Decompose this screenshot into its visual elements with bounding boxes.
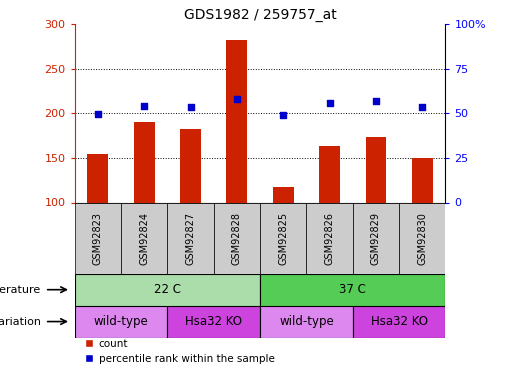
Text: genotype/variation: genotype/variation <box>0 316 41 327</box>
Bar <box>134 122 154 202</box>
Bar <box>399 202 445 274</box>
Text: GSM92826: GSM92826 <box>324 211 335 265</box>
Bar <box>353 306 445 338</box>
Bar <box>319 146 340 202</box>
Bar <box>412 158 433 203</box>
Bar <box>227 40 247 203</box>
Text: GSM92829: GSM92829 <box>371 211 381 265</box>
Bar <box>75 202 121 274</box>
Text: 22 C: 22 C <box>154 283 181 296</box>
Legend: count, percentile rank within the sample: count, percentile rank within the sample <box>80 334 279 368</box>
Text: 37 C: 37 C <box>339 283 366 296</box>
Bar <box>366 136 386 202</box>
Text: Hsa32 KO: Hsa32 KO <box>371 315 427 328</box>
Point <box>186 104 195 110</box>
Bar <box>306 202 353 274</box>
Text: GSM92825: GSM92825 <box>278 211 288 265</box>
Point <box>279 112 287 118</box>
Title: GDS1982 / 259757_at: GDS1982 / 259757_at <box>184 8 336 22</box>
Bar <box>260 274 445 306</box>
Text: wild-type: wild-type <box>94 315 148 328</box>
Text: GSM92830: GSM92830 <box>417 211 427 265</box>
Bar <box>75 306 167 338</box>
Bar <box>167 202 214 274</box>
Point <box>94 111 102 117</box>
Bar <box>214 202 260 274</box>
Point <box>325 100 334 106</box>
Text: temperature: temperature <box>0 285 41 295</box>
Text: GSM92823: GSM92823 <box>93 211 103 265</box>
Bar <box>88 153 108 203</box>
Text: Hsa32 KO: Hsa32 KO <box>185 315 242 328</box>
Point <box>233 96 241 102</box>
Bar <box>167 306 260 338</box>
Text: GSM92827: GSM92827 <box>185 211 196 265</box>
Bar <box>121 202 167 274</box>
Point <box>140 103 148 110</box>
Text: GSM92824: GSM92824 <box>139 211 149 265</box>
Point <box>372 98 380 104</box>
Bar <box>180 129 201 202</box>
Bar <box>260 306 353 338</box>
Bar <box>75 274 260 306</box>
Text: wild-type: wild-type <box>279 315 334 328</box>
Bar <box>353 202 399 274</box>
Bar <box>260 202 306 274</box>
Bar <box>273 188 294 202</box>
Point <box>418 104 426 110</box>
Text: GSM92828: GSM92828 <box>232 211 242 265</box>
